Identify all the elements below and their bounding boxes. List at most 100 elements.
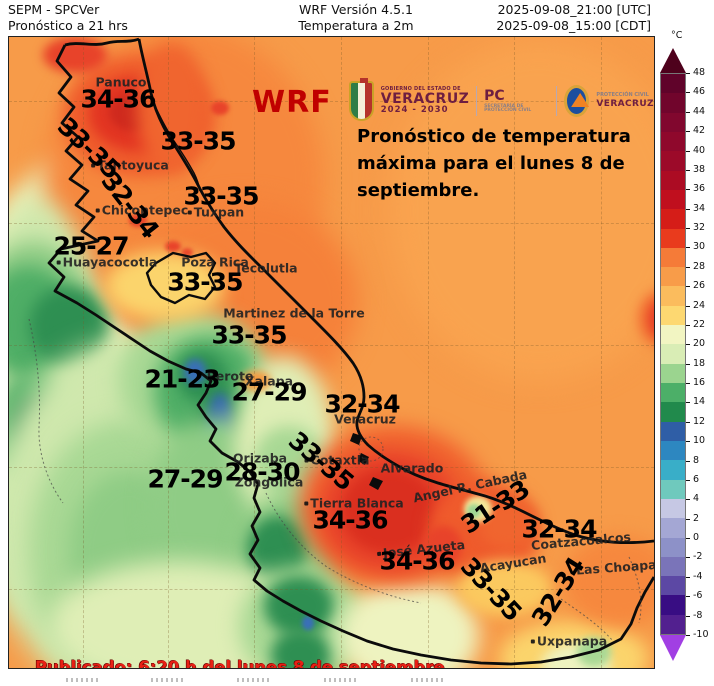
temp-range-label: 32-34 bbox=[521, 514, 598, 544]
colorbar-tick bbox=[686, 596, 690, 598]
colorbar-tick-label: 30 bbox=[693, 241, 706, 253]
city-label: Tierra Blanca bbox=[304, 496, 404, 511]
temp-range-label: 27-29 bbox=[231, 377, 308, 407]
city-label: Tuxpan bbox=[187, 204, 245, 220]
city-name: Poza Rica bbox=[181, 254, 249, 270]
city-name: Orizaba bbox=[232, 450, 288, 466]
colorbar-arrow-top bbox=[660, 48, 686, 73]
colorbar-segment bbox=[661, 363, 685, 383]
valid-time-utc: 2025-09-08_21:00 [UTC] bbox=[497, 2, 651, 17]
colorbar-segment bbox=[661, 402, 685, 422]
divider bbox=[476, 86, 478, 116]
colorbar-segment bbox=[661, 595, 685, 615]
colorbar-tick-label: 34 bbox=[693, 202, 706, 214]
colorbar-tick-label: 4 bbox=[693, 493, 700, 505]
colorbar-segment bbox=[661, 131, 685, 152]
temp-range-label: 33-35 bbox=[167, 267, 244, 297]
graticule-line bbox=[341, 37, 342, 668]
temp-range-label: 27-29 bbox=[147, 464, 224, 494]
colorbar-segment bbox=[661, 93, 685, 113]
pcv-wordmark: PROTECCIÓN CIVIL VERACRUZ bbox=[596, 92, 654, 109]
city-label: Orizaba bbox=[233, 451, 287, 466]
colorbar-tick bbox=[686, 228, 690, 230]
colorbar-tick bbox=[686, 460, 690, 462]
forecast-lead: Pronóstico a 21 hrs bbox=[8, 18, 128, 33]
gov-years-text: 2024 - 2030 bbox=[380, 105, 449, 116]
colorbar-tick bbox=[686, 189, 690, 191]
pc-wordmark: PC SECRETARÍA DE PROTECCIÓN CIVIL bbox=[484, 89, 549, 114]
city-label: Uxpanapa bbox=[530, 634, 607, 649]
colorbar-segment bbox=[661, 305, 685, 326]
colorbar-tick bbox=[686, 635, 690, 636]
colorbar-tick-label: 22 bbox=[693, 318, 706, 330]
colorbar-tick-label: 0 bbox=[693, 532, 700, 544]
city-label: Perote bbox=[207, 369, 254, 384]
city-name: Alvarado bbox=[380, 460, 444, 476]
colorbar-tick-label: 40 bbox=[693, 144, 706, 156]
city-name: Tuxpan bbox=[193, 204, 245, 220]
city-dot bbox=[95, 208, 100, 212]
colorbar-tick bbox=[686, 518, 690, 520]
colorbar-tick bbox=[686, 479, 690, 481]
colorbar-segment bbox=[661, 518, 685, 538]
model-source: SEPM - SPCVer bbox=[8, 2, 100, 17]
colorbar-segment bbox=[661, 170, 685, 190]
pc-abbr-text: PC bbox=[484, 87, 505, 104]
city-label: Panuco bbox=[95, 75, 146, 90]
city-label: Veracruz bbox=[334, 412, 396, 427]
colorbar-segment bbox=[661, 498, 685, 519]
colorbar-tick-label: 12 bbox=[693, 415, 706, 427]
colorbar-tick bbox=[686, 615, 690, 617]
colorbar-tick bbox=[686, 131, 690, 133]
colorbar-segment bbox=[661, 267, 685, 287]
city-label: Alvarado bbox=[381, 461, 444, 476]
city-label: Xalapa bbox=[245, 374, 293, 389]
city-name: Martinez de la Torre bbox=[223, 305, 365, 321]
colorbar-segment bbox=[661, 440, 685, 461]
temp-range-label: 21-23 bbox=[144, 364, 221, 394]
colorbar-tick-label: 38 bbox=[693, 163, 706, 175]
temp-range-label: 25-27 bbox=[53, 231, 130, 261]
city-name: Cotaxtla bbox=[310, 452, 370, 468]
forecast-title: Pronóstico de temperatura máxima para el… bbox=[357, 126, 631, 201]
colorbar-tick-label: 36 bbox=[693, 183, 706, 195]
colorbar-tick-label: 48 bbox=[693, 67, 706, 78]
colorbar-segment bbox=[661, 344, 685, 364]
colorbar-tick bbox=[686, 499, 690, 501]
colorbar-tick-label: 32 bbox=[693, 222, 706, 234]
colorbar-unit: °C bbox=[671, 30, 683, 41]
temp-range-label: 33-35 bbox=[183, 181, 260, 211]
city-name: Tecolutla bbox=[234, 260, 298, 276]
colorbar-tick bbox=[686, 305, 690, 307]
colorbar-segment bbox=[661, 460, 685, 480]
colorbar-segment bbox=[661, 228, 685, 248]
colorbar-tick bbox=[686, 92, 690, 94]
axis-tick-smudge bbox=[237, 678, 269, 682]
colorbar-tick-label: -10 bbox=[693, 629, 709, 640]
colorbar-arrow-bottom bbox=[660, 635, 686, 661]
city-name: Veracruz bbox=[334, 411, 396, 427]
colorbar-tick-label: -8 bbox=[693, 609, 703, 621]
map-canvas: Panuco Tantoyuca Chicontepec Tuxpan Huayacoc… bbox=[8, 36, 655, 669]
colorbar-tick bbox=[686, 169, 690, 171]
colorbar-tick bbox=[686, 538, 690, 540]
colorbar-segment bbox=[661, 74, 685, 94]
colorbar-tick-label: 26 bbox=[693, 280, 706, 292]
city-label: Cotaxtla bbox=[304, 452, 370, 468]
temp-range-label: 33-35 bbox=[160, 126, 237, 156]
colorbar-tick bbox=[686, 441, 690, 443]
header-left: SEPM - SPCVer Pronóstico a 21 hrs bbox=[8, 2, 128, 34]
city-name: Chicontepec bbox=[101, 202, 189, 218]
colorbar-tick bbox=[686, 402, 690, 404]
temp-range-label: 34-36 bbox=[379, 546, 456, 576]
city-label: Tecolutla bbox=[234, 261, 297, 276]
temp-region bbox=[211, 101, 229, 115]
wrf-watermark: WRF bbox=[252, 85, 332, 120]
colorbar-tick bbox=[686, 576, 690, 578]
city-name: Zongolica bbox=[234, 474, 304, 490]
colorbar-segment bbox=[661, 209, 685, 229]
colorbar-tick-label: -4 bbox=[693, 570, 703, 582]
temp-range-label: 34-36 bbox=[80, 84, 157, 114]
city-label: Huayacocotla bbox=[56, 255, 157, 270]
colorbar-tick bbox=[686, 324, 690, 326]
